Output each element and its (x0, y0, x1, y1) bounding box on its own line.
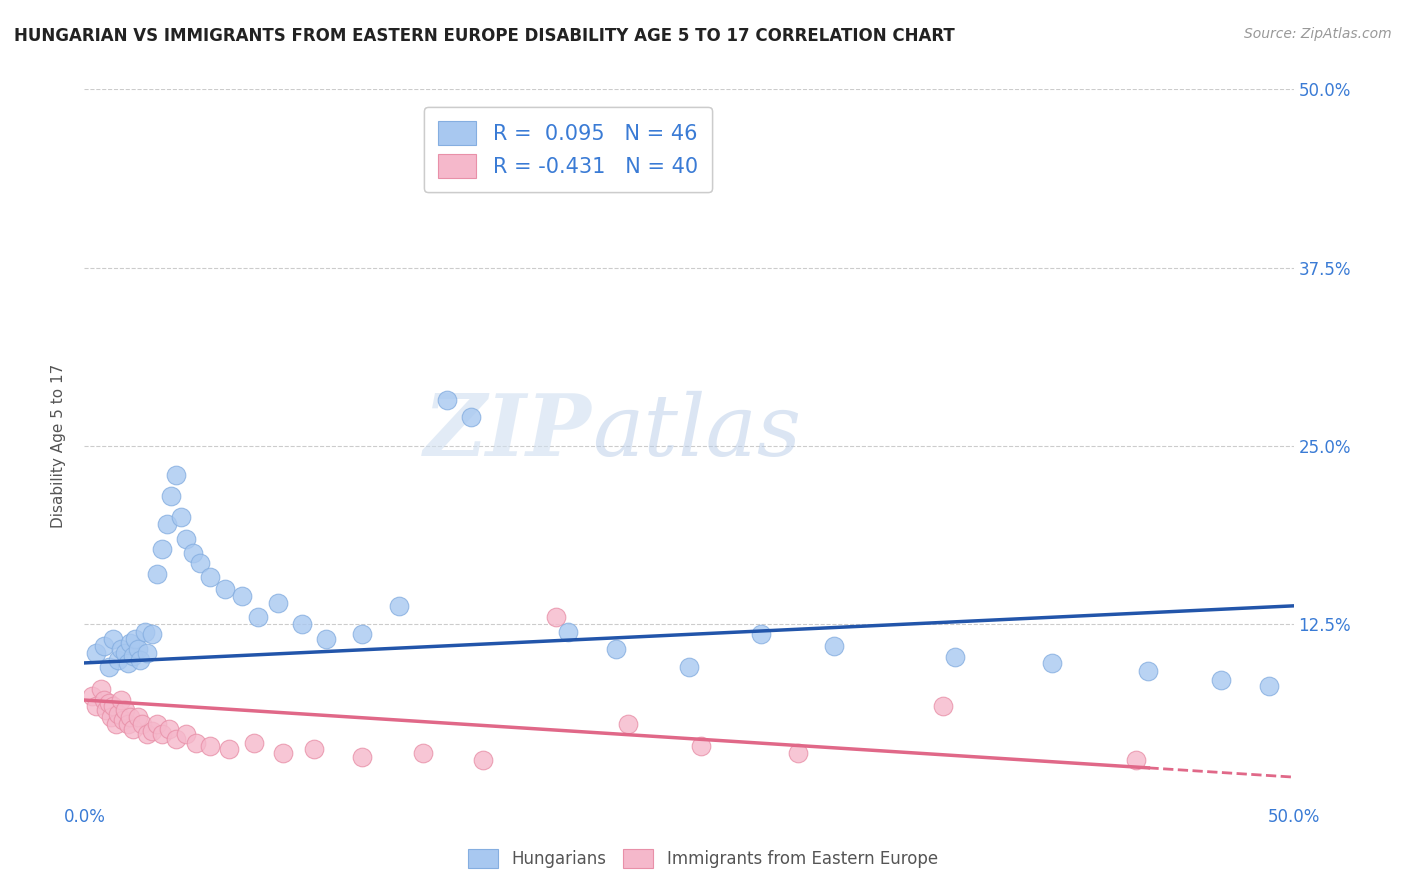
Point (388, 599, 411, 613)
Point (436, 393, 458, 408)
Point (184, 736, 207, 750)
Point (181, 546, 204, 560)
Point (302, 741, 325, 756)
Point (617, 717, 640, 731)
Point (157, 722, 180, 736)
Point (124, 632, 146, 646)
Point (544, 610, 567, 624)
Point (131, 717, 153, 731)
Text: Source: ZipAtlas.com: Source: ZipAtlas.com (1244, 27, 1392, 41)
Point (315, 632, 337, 646)
Point (690, 739, 713, 753)
Point (165, 731, 187, 746)
Point (90, 681, 112, 696)
Point (117, 656, 139, 670)
Point (121, 722, 143, 736)
Point (198, 739, 221, 753)
Point (247, 610, 270, 624)
Point (214, 582, 236, 596)
Y-axis label: Disability Age 5 to 17: Disability Age 5 to 17 (51, 364, 66, 528)
Point (146, 717, 169, 731)
Point (129, 653, 152, 667)
Point (267, 596, 290, 610)
Point (412, 746, 434, 760)
Point (121, 648, 143, 663)
Point (271, 746, 294, 760)
Point (160, 489, 183, 503)
Point (190, 556, 212, 570)
Point (97, 696, 120, 710)
Point (1137, 665, 1160, 679)
Point (114, 703, 136, 717)
Point (110, 693, 132, 707)
Point (291, 617, 314, 632)
Point (170, 510, 193, 524)
Point (1125, 753, 1147, 767)
Point (460, 410, 482, 425)
Point (1209, 673, 1232, 687)
Point (218, 741, 240, 756)
Point (198, 570, 221, 584)
Point (141, 724, 163, 739)
Point (80, 689, 103, 703)
Point (103, 632, 125, 646)
Point (242, 736, 264, 750)
Point (86, 698, 108, 713)
Point (97, 660, 120, 674)
Point (943, 650, 966, 665)
Point (786, 746, 808, 760)
Point (120, 710, 142, 724)
Point (932, 698, 955, 713)
Point (141, 627, 163, 641)
Point (93, 639, 115, 653)
Point (231, 589, 253, 603)
Point (117, 717, 139, 731)
Point (352, 627, 374, 641)
Point (174, 532, 197, 546)
Point (352, 750, 374, 764)
Point (114, 646, 136, 660)
Text: HUNGARIAN VS IMMIGRANTS FROM EASTERN EUROPE DISABILITY AGE 5 TO 17 CORRELATION C: HUNGARIAN VS IMMIGRANTS FROM EASTERN EUR… (14, 27, 955, 45)
Point (112, 713, 135, 727)
Point (107, 653, 129, 667)
Point (110, 641, 132, 656)
Legend: Hungarians, Immigrants from Eastern Europe: Hungarians, Immigrants from Eastern Euro… (461, 842, 945, 875)
Point (127, 641, 149, 656)
Point (678, 660, 700, 674)
Point (155, 517, 177, 532)
Point (472, 753, 495, 767)
Point (150, 541, 173, 556)
Point (120, 636, 142, 650)
Point (174, 727, 197, 741)
Point (104, 717, 127, 731)
Point (146, 567, 169, 582)
Point (136, 646, 159, 660)
Point (100, 710, 122, 724)
Point (134, 624, 156, 639)
Point (93, 693, 115, 707)
Text: ZIP: ZIP (425, 390, 592, 474)
Point (751, 627, 773, 641)
Point (823, 639, 845, 653)
Point (1040, 656, 1063, 670)
Point (127, 710, 149, 724)
Point (1258, 679, 1281, 693)
Text: atlas: atlas (592, 391, 801, 473)
Legend: R =  0.095   N = 46, R = -0.431   N = 40: R = 0.095 N = 46, R = -0.431 N = 40 (423, 107, 713, 193)
Point (107, 707, 129, 722)
Point (86, 646, 108, 660)
Point (136, 727, 159, 741)
Point (605, 641, 627, 656)
Point (557, 624, 579, 639)
Point (165, 467, 187, 482)
Point (94, 703, 117, 717)
Point (150, 727, 173, 741)
Point (103, 698, 125, 713)
